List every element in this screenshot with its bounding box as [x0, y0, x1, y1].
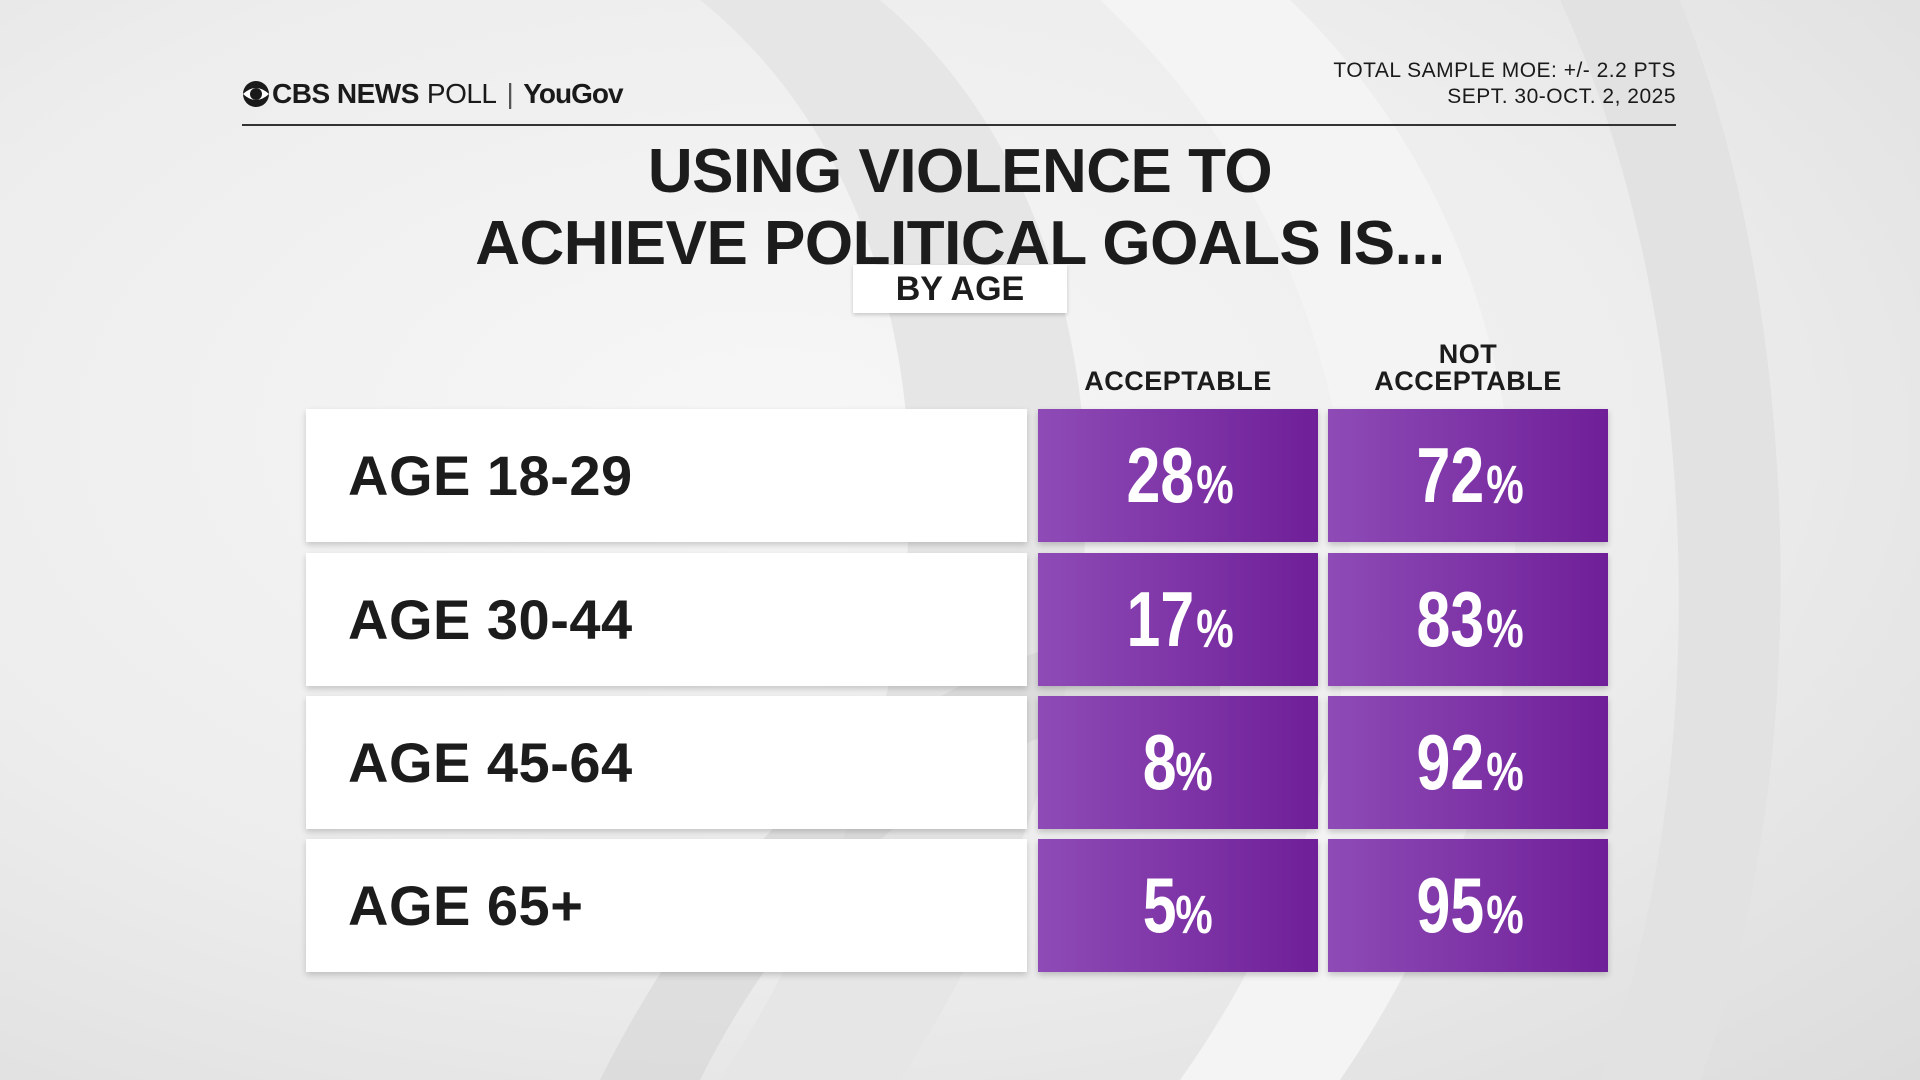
value-not-acceptable: 72: [1416, 431, 1484, 519]
value-acceptable: 5: [1143, 861, 1177, 949]
cell-acceptable: 5%: [1038, 839, 1318, 972]
brand-separator: |: [506, 78, 514, 109]
cell-acceptable: 28%: [1038, 409, 1318, 542]
brand-cbs-news: CBS NEWS: [272, 78, 419, 109]
column-header-acceptable: ACCEPTABLE: [1084, 366, 1272, 396]
table-row: AGE 65+ 5% 95%: [306, 839, 1608, 972]
table-row: AGE 18-29 28% 72%: [306, 409, 1608, 542]
cell-acceptable: 17%: [1038, 553, 1318, 686]
cell-not-acceptable: 95%: [1328, 839, 1608, 972]
subtitle-badge: BY AGE: [853, 265, 1067, 313]
value-not-acceptable: 83: [1416, 575, 1484, 663]
row-label-box: AGE 45-64: [306, 696, 1027, 829]
percent-sign: %: [1174, 741, 1213, 802]
percent-sign: %: [1486, 884, 1525, 945]
brand-poll: POLL: [426, 78, 497, 109]
header-bar: CBS NEWS POLL | YouGov TOTAL SAMPLE MOE:…: [242, 58, 1676, 126]
brand-logo: CBS NEWS POLL | YouGov: [242, 78, 624, 110]
percent-sign: %: [1196, 598, 1235, 659]
row-label: AGE 30-44: [348, 588, 633, 651]
value-acceptable: 28: [1126, 431, 1194, 519]
moe-text: TOTAL SAMPLE MOE: +/- 2.2 PTS: [1333, 59, 1676, 82]
column-header-not-acceptable: NOT ACCEPTABLE: [1328, 341, 1608, 395]
poll-meta: TOTAL SAMPLE MOE: +/- 2.2 PTS SEPT. 30-O…: [1333, 58, 1676, 110]
cell-not-acceptable: 83%: [1328, 553, 1608, 686]
row-label-box: AGE 30-44: [306, 553, 1027, 686]
title-line-1: USING VIOLENCE TO: [647, 137, 1273, 206]
brand-yougov: YouGov: [523, 78, 623, 109]
percent-sign: %: [1486, 598, 1525, 659]
chart-title: USING VIOLENCE TO ACHIEVE POLITICAL GOAL…: [0, 136, 1920, 280]
cbs-eye-icon: [243, 81, 269, 107]
value-not-acceptable: 92: [1416, 718, 1484, 806]
table-row: AGE 30-44 17% 83%: [306, 553, 1608, 686]
percent-sign: %: [1174, 884, 1213, 945]
row-label-box: AGE 18-29: [306, 409, 1027, 542]
row-label: AGE 45-64: [348, 731, 633, 794]
table-row: AGE 45-64 8% 92%: [306, 696, 1608, 829]
column-header-not-acceptable-line-2: ACCEPTABLE: [1374, 366, 1562, 396]
value-acceptable: 17: [1126, 575, 1194, 663]
cell-not-acceptable: 92%: [1328, 696, 1608, 829]
value-not-acceptable: 95: [1416, 861, 1484, 949]
cell-acceptable: 8%: [1038, 696, 1318, 829]
row-label-box: AGE 65+: [306, 839, 1027, 972]
percent-sign: %: [1486, 454, 1525, 515]
poll-dates: SEPT. 30-OCT. 2, 2025: [1447, 85, 1676, 108]
row-label: AGE 65+: [348, 874, 584, 937]
column-header-not-acceptable-line-1: NOT: [1438, 339, 1498, 369]
percent-sign: %: [1486, 741, 1525, 802]
percent-sign: %: [1196, 454, 1235, 515]
cell-not-acceptable: 72%: [1328, 409, 1608, 542]
value-acceptable: 8: [1143, 718, 1177, 806]
row-label: AGE 18-29: [348, 444, 633, 507]
